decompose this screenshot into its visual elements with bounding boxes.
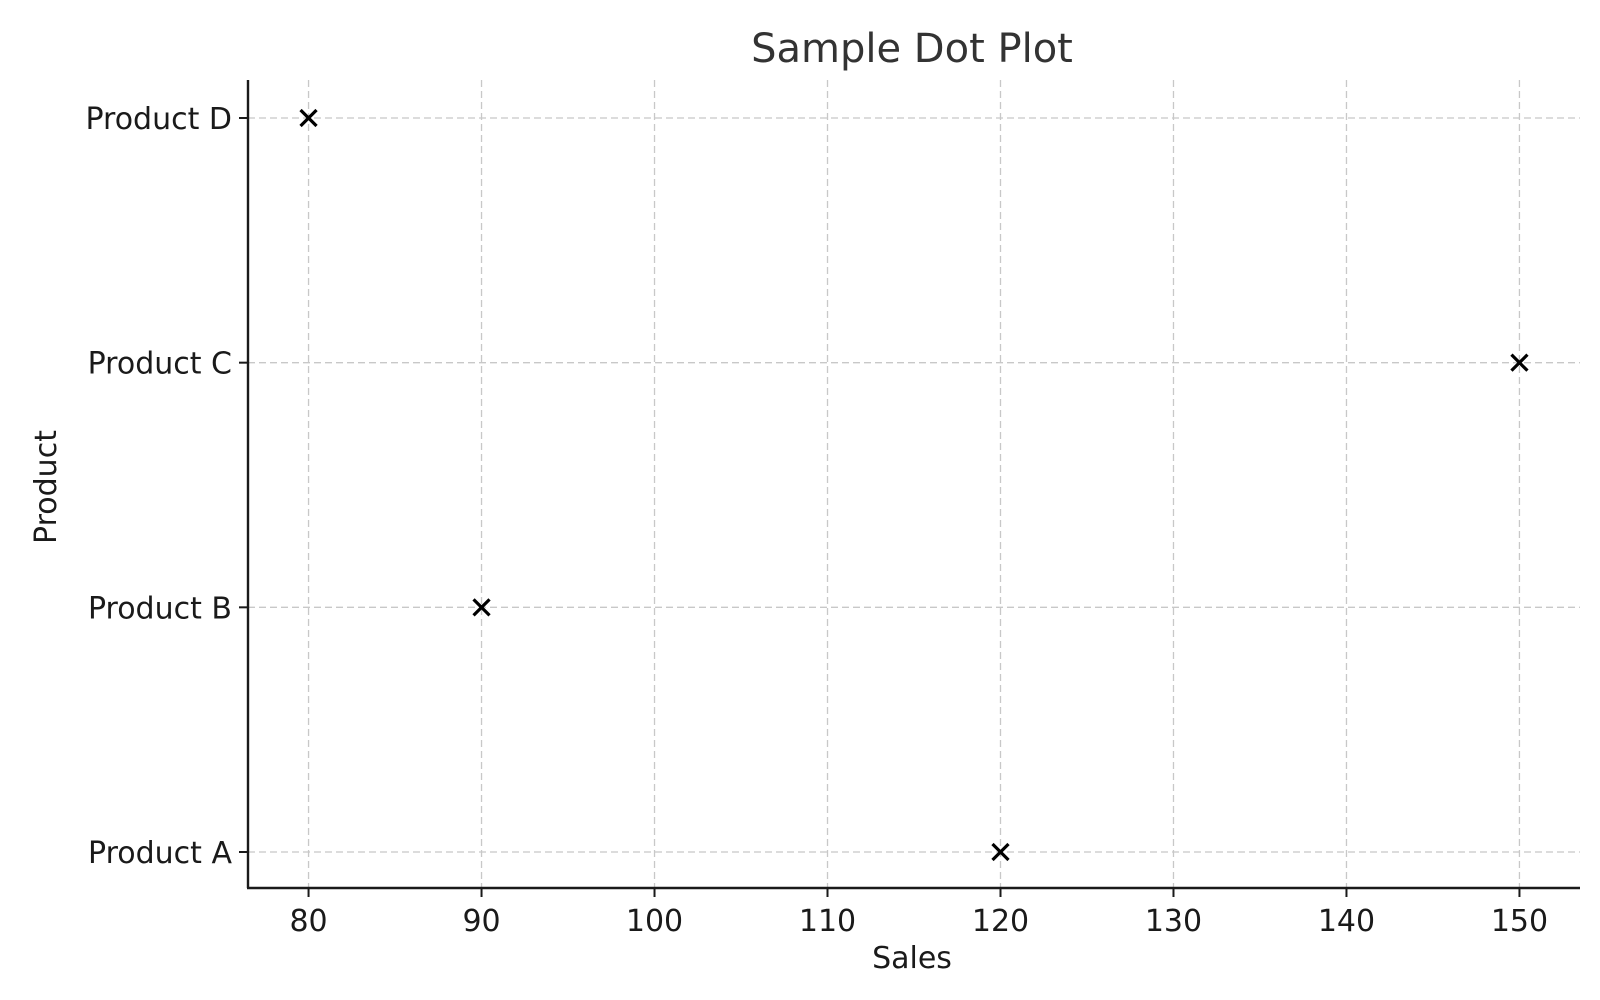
x-tick-label: 140 — [1318, 904, 1375, 939]
grid — [248, 80, 1580, 888]
x-tick-label: 90 — [462, 904, 500, 939]
y-ticks: Product A Product B Product C Product D — [85, 102, 248, 871]
x-tick-label: 130 — [1145, 904, 1202, 939]
x-axis-label: Sales — [872, 941, 952, 976]
x-ticks: 80 90 100 110 120 130 140 150 — [289, 888, 1548, 939]
data-point-marker — [991, 842, 1010, 862]
y-tick-label: Product A — [88, 836, 232, 871]
y-tick-label: Product D — [85, 102, 232, 137]
data-point-marker — [299, 108, 318, 128]
axes — [246, 80, 1580, 890]
y-tick-label: Product B — [88, 591, 232, 626]
y-tick-label: Product C — [88, 347, 232, 382]
y-axis-label: Product — [29, 430, 64, 544]
data-point-marker — [472, 598, 491, 617]
data-points — [299, 108, 1529, 862]
chart-title: Sample Dot Plot — [751, 26, 1073, 72]
x-tick-label: 120 — [972, 904, 1029, 939]
x-tick-label: 150 — [1491, 904, 1548, 939]
x-tick-label: 100 — [626, 904, 683, 939]
x-tick-label: 80 — [289, 904, 327, 939]
x-tick-label: 110 — [799, 904, 856, 939]
data-point-marker — [1510, 353, 1529, 372]
